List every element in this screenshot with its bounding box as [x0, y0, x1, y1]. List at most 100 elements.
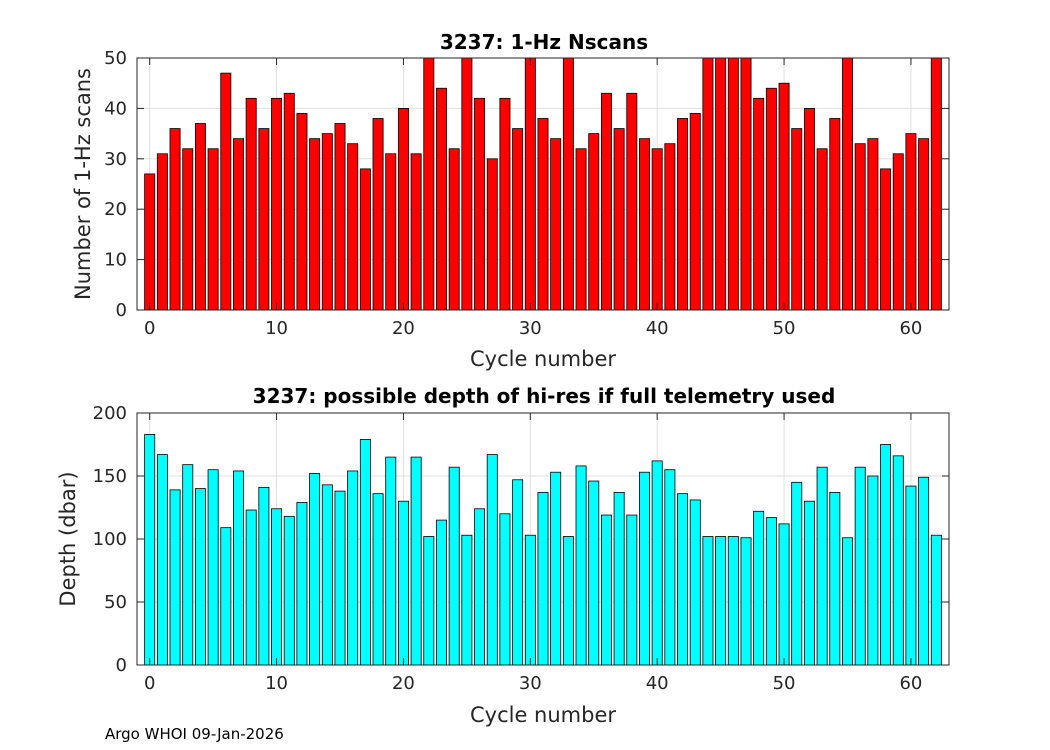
chart-bottom-bar	[803, 500, 815, 666]
chart-top-bar	[461, 57, 473, 311]
chart-bottom-bar	[930, 534, 942, 666]
chart-top-xtick-label: 40	[646, 318, 669, 339]
chart-bottom-bar	[486, 454, 498, 666]
chart-top-bar	[677, 118, 689, 311]
chart-bottom-bar	[613, 491, 625, 666]
chart-bottom-bar	[715, 536, 727, 666]
chart-top-bar	[689, 113, 701, 311]
chart-top-bar	[816, 148, 828, 311]
chart-bottom-ytick-label: 0	[116, 655, 127, 676]
chart-top-bar	[233, 138, 244, 311]
chart-bottom-xtick-label: 50	[773, 673, 796, 694]
chart-bottom-bar	[372, 493, 384, 666]
chart-bottom-bar	[550, 471, 562, 666]
chart-top-bar	[372, 118, 384, 311]
chart-bottom-xtick-label: 0	[144, 673, 155, 694]
chart-bottom-ytick-label: 100	[93, 529, 127, 550]
chart-top-bar	[448, 148, 460, 311]
chart-top-xtick-label: 20	[392, 318, 415, 339]
chart-bottom-bar	[664, 469, 676, 666]
chart-bottom-bar	[283, 515, 295, 666]
chart-top-ytick-label: 10	[104, 250, 127, 271]
chart-top-axes-box	[136, 57, 950, 311]
chart-top-title: 3237: 1-Hz Nscans	[440, 30, 648, 54]
chart-top-ytick-label: 40	[104, 98, 127, 119]
chart-top-bar	[144, 173, 156, 311]
chart-top-bar	[626, 92, 638, 311]
chart-bottom: 3237: possible depth of hi-res if full t…	[56, 384, 950, 727]
chart-bottom-bar	[727, 536, 739, 666]
chart-top-bar	[753, 97, 765, 311]
chart-top-bar	[397, 108, 409, 311]
chart-bottom-xtick-label: 60	[899, 673, 922, 694]
chart-top-ytick-label: 50	[104, 48, 127, 69]
chart-bottom-xlabel: Cycle number	[470, 703, 616, 727]
chart-top-xtick-label: 0	[144, 318, 155, 339]
chart-top-bar	[702, 57, 714, 311]
chart-bottom-bar	[169, 489, 181, 666]
chart-top-xtick-label: 10	[265, 318, 288, 339]
chart-bottom-ytick-label: 200	[93, 403, 127, 424]
chart-bottom-bar	[258, 486, 270, 666]
chart-top-ytick-label: 20	[104, 199, 127, 220]
chart-top-bar	[664, 143, 676, 311]
chart-bottom-bar	[740, 537, 752, 666]
chart-top-bar	[778, 82, 790, 311]
chart-top-bar	[499, 97, 511, 311]
chart-bottom-bar	[182, 464, 194, 666]
chart-top-bar	[842, 57, 853, 311]
chart-top: 3237: 1-Hz Nscans 0 10 20 30 40 50 60 0 10 20 30 40…	[71, 30, 950, 371]
chart-bottom-bar	[499, 513, 511, 666]
chart-top-bars	[144, 57, 942, 311]
chart-top-bar	[867, 138, 879, 311]
chart-bottom-bar	[271, 508, 283, 666]
chart-top-bar	[588, 133, 600, 311]
chart-bottom-bar	[854, 466, 866, 666]
chart-bottom-bar	[778, 523, 790, 666]
chart-bottom-bar	[296, 502, 308, 666]
chart-bottom-bar	[144, 434, 156, 666]
chart-top-bar	[550, 138, 562, 311]
chart-bottom-xtick-label: 40	[646, 673, 669, 694]
chart-bottom-bar	[524, 534, 536, 666]
chart-top-bar	[474, 97, 486, 311]
chart-bottom-bar	[892, 455, 904, 666]
chart-top-bar	[791, 128, 803, 311]
chart-top-bar	[283, 92, 295, 311]
chart-top-bar	[715, 57, 727, 311]
chart-top-xtick-label: 30	[519, 318, 542, 339]
chart-top-bar	[423, 57, 435, 311]
chart-top-bar	[905, 133, 917, 311]
chart-bottom-xtick-label: 30	[519, 673, 542, 694]
chart-bottom-bar	[397, 500, 409, 666]
chart-bottom-bar	[689, 499, 701, 666]
chart-top-bar	[740, 57, 752, 311]
chart-top-xtick-label: 50	[773, 318, 796, 339]
chart-top-bar	[727, 57, 739, 311]
chart-bottom-bar	[423, 536, 435, 666]
chart-bottom-bar	[512, 479, 524, 666]
chart-top-bar	[803, 108, 815, 311]
chart-top-bar	[359, 168, 371, 311]
chart-top-bar	[524, 57, 536, 311]
chart-top-ylabel: Number of 1-Hz scans	[71, 68, 95, 300]
chart-top-bar	[321, 133, 333, 311]
chart-bottom-bar	[233, 470, 244, 666]
chart-bottom-bar	[842, 537, 853, 666]
chart-top-bar	[537, 118, 549, 311]
chart-bottom-bar	[347, 470, 359, 666]
chart-top-bar	[220, 72, 232, 311]
chart-top-bar	[271, 97, 283, 311]
chart-top-bar	[930, 57, 942, 311]
chart-bottom-bars	[144, 434, 942, 666]
chart-bottom-bar	[207, 469, 219, 666]
chart-bottom-bar	[309, 473, 321, 666]
chart-bottom-bar	[156, 454, 168, 666]
chart-top-bar	[347, 143, 359, 311]
chart-bottom-bar	[651, 460, 663, 666]
chart-top-bar	[918, 138, 930, 311]
chart-bottom-bar	[220, 527, 232, 666]
chart-top-bar	[436, 87, 447, 311]
footer-credit: Argo WHOI 09-Jan-2026	[105, 725, 284, 743]
chart-bottom-xtick-label: 10	[265, 673, 288, 694]
